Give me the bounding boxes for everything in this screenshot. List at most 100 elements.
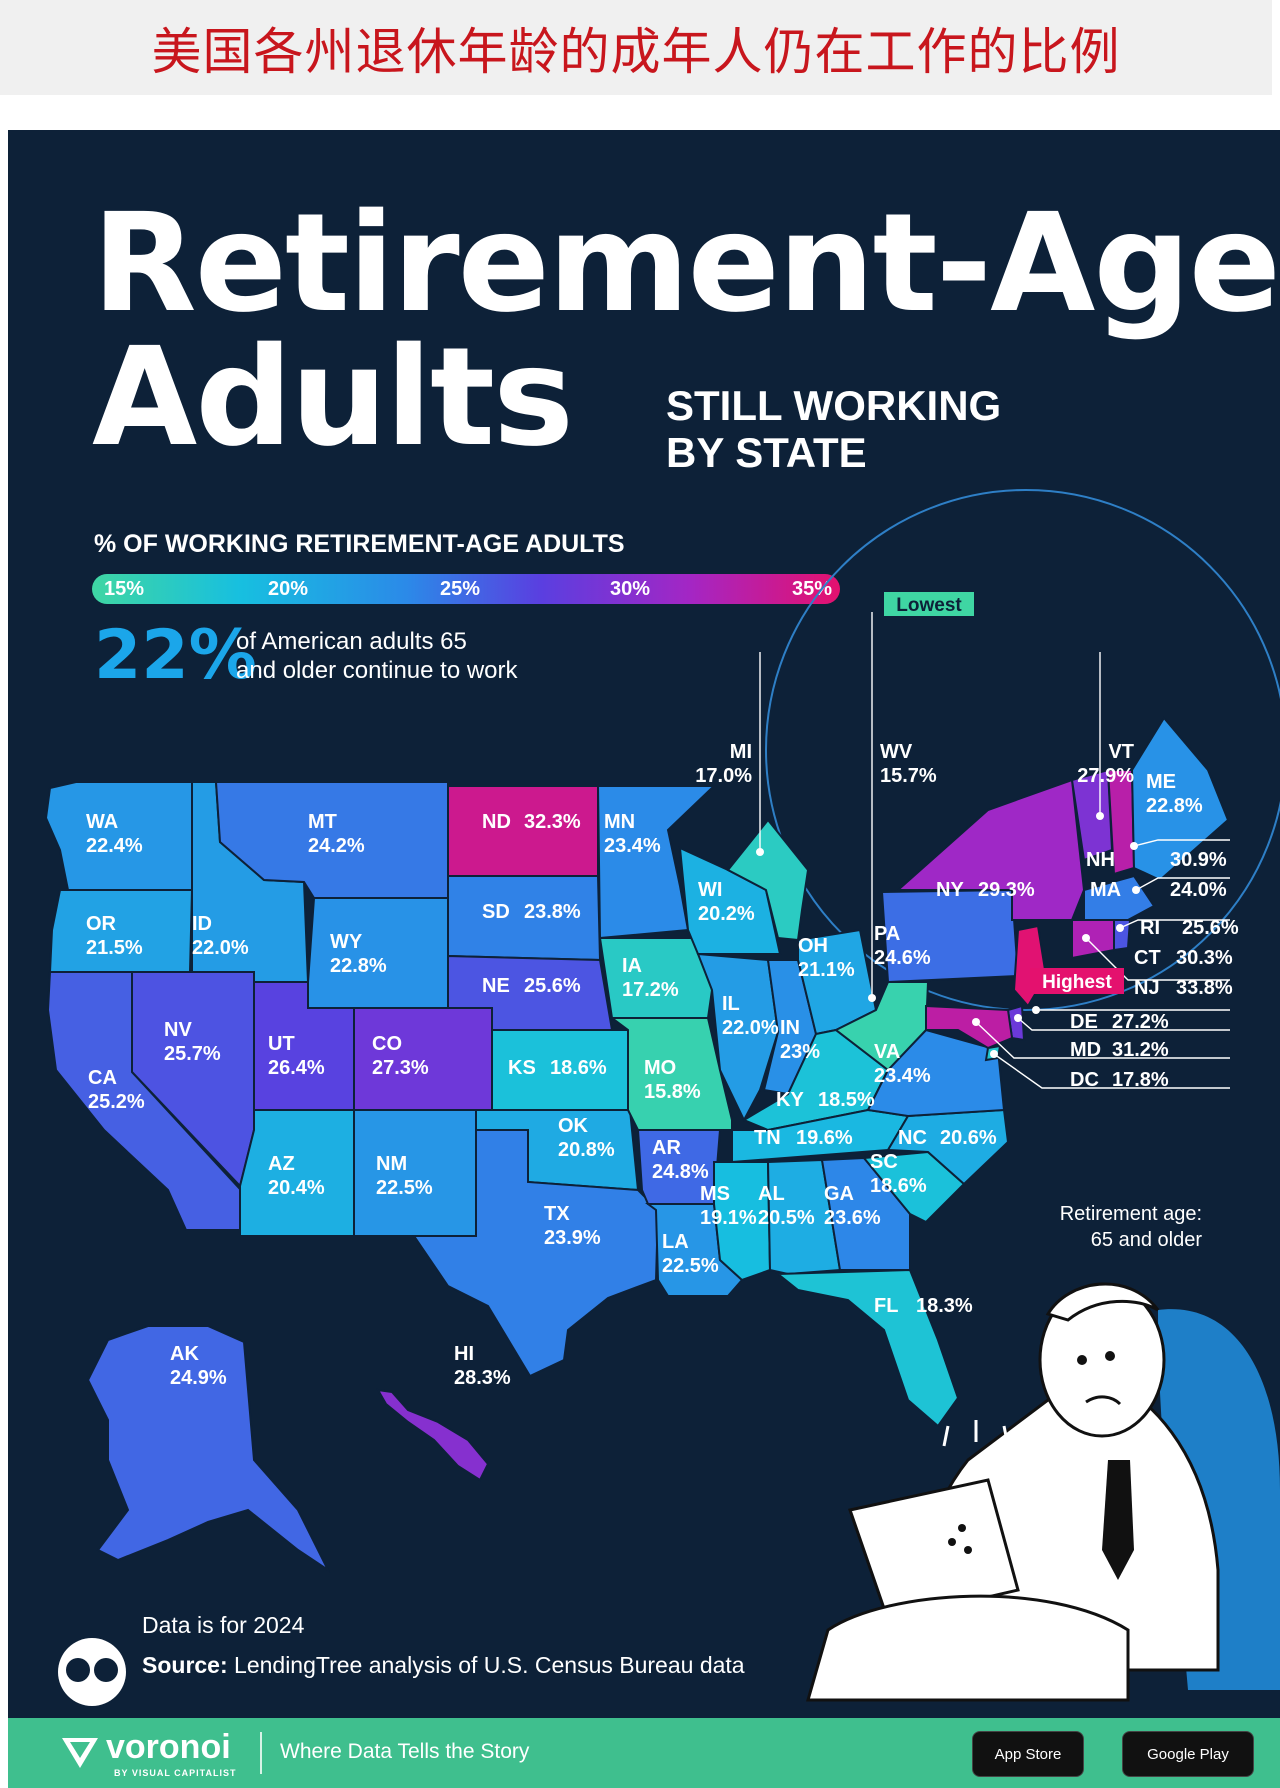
state-value-PA: 24.6% [874, 947, 931, 969]
state-value-WI: 20.2% [698, 903, 755, 925]
state-shape-WY[interactable] [307, 897, 449, 1009]
state-label-MO: MO [644, 1057, 676, 1079]
state-label-IN: IN [780, 1017, 800, 1039]
state-label-RI: RI [1140, 917, 1160, 939]
state-value-MD: 31.2% [1112, 1039, 1169, 1061]
state-value-IL: 22.0% [722, 1017, 779, 1039]
leader-line-MA [1135, 877, 1230, 891]
highest-badge: Highest [1042, 972, 1112, 993]
state-value-WV: 15.7% [880, 765, 937, 787]
state-label-FL: FL [874, 1295, 898, 1317]
worker-illustration-icon [806, 1282, 1280, 1702]
state-label-NM: NM [376, 1153, 407, 1175]
retirement-age-note-line-2: 65 and older [1091, 1229, 1203, 1251]
state-value-DE: 27.2% [1112, 1011, 1169, 1033]
source-logo-icon [58, 1638, 126, 1706]
state-label-DC: DC [1070, 1069, 1099, 1091]
leader-dot-MI [756, 848, 764, 856]
state-label-SD: SD [482, 901, 510, 923]
state-value-UT: 26.4% [268, 1057, 325, 1079]
state-value-NC: 20.6% [940, 1127, 997, 1149]
leader-dot-NH [1130, 842, 1138, 850]
state-value-NV: 25.7% [164, 1043, 221, 1065]
state-shape-MI[interactable] [726, 818, 810, 942]
state-shape-TX[interactable] [412, 1129, 660, 1378]
footer-bar: voronoi BY VISUAL CAPITALIST Where Data … [8, 1718, 1280, 1788]
state-label-MT: MT [308, 811, 337, 833]
state-shape-NY[interactable] [895, 778, 1086, 921]
lowest-badge: Lowest [896, 595, 962, 616]
state-label-OH: OH [798, 935, 828, 957]
legend-tick: 20% [268, 578, 309, 600]
national-stat-line-1: of American adults 65 [236, 628, 467, 655]
subtitle-line-2: BY STATE [666, 429, 867, 477]
state-value-NM: 22.5% [376, 1177, 433, 1199]
state-value-GA: 23.6% [824, 1207, 881, 1229]
state-value-IA: 17.2% [622, 979, 679, 1001]
state-value-TX: 23.9% [544, 1227, 601, 1249]
state-value-MN: 23.4% [604, 835, 661, 857]
chinese-title: 美国各州退休年龄的成年人仍在工作的比例 [151, 22, 1121, 81]
state-value-LA: 22.5% [662, 1255, 719, 1277]
chinese-title-band: 美国各州退休年龄的成年人仍在工作的比例 [0, 0, 1272, 95]
state-shape-FL[interactable] [775, 1268, 960, 1428]
state-value-OH: 21.1% [798, 959, 855, 981]
brand-name[interactable]: voronoi [106, 1728, 231, 1766]
leader-dot-DC [990, 1050, 998, 1058]
lowest-badge-bg [884, 592, 974, 616]
state-shape-NM[interactable] [353, 1109, 477, 1237]
state-value-NJ: 33.8% [1176, 977, 1233, 999]
state-value-SD: 23.8% [524, 901, 581, 923]
state-label-MS: MS [700, 1183, 730, 1205]
legend-tick: 35% [792, 578, 833, 600]
state-label-WA: WA [86, 811, 118, 833]
state-value-WA: 22.4% [86, 835, 143, 857]
state-value-VT: 27.9% [1077, 765, 1134, 787]
source-line: Source: LendingTree analysis of U.S. Cen… [142, 1652, 745, 1679]
google-play-button[interactable]: Google Play [1122, 1731, 1254, 1777]
source-label: Source: [142, 1652, 228, 1678]
state-shape-CT[interactable] [1071, 919, 1115, 960]
state-label-MI: MI [730, 741, 752, 763]
legend-tick: 15% [104, 578, 145, 600]
state-shape-SC[interactable] [862, 1150, 966, 1224]
state-value-OK: 20.8% [558, 1139, 615, 1161]
state-label-NH: NH [1086, 849, 1115, 871]
national-stat-text: of American adults 65 and older continue… [236, 628, 518, 686]
source-text: LendingTree analysis of U.S. Census Bure… [234, 1652, 745, 1678]
subtitle-line-1: STILL WORKING [666, 382, 1002, 429]
state-shape-HI[interactable] [376, 1388, 490, 1482]
state-label-OK: OK [558, 1115, 589, 1137]
state-value-CA: 25.2% [88, 1091, 145, 1113]
leader-dot-CT [1082, 934, 1090, 942]
tagline: Where Data Tells the Story [280, 1740, 530, 1763]
state-label-NY: NY [936, 879, 964, 901]
state-label-NV: NV [164, 1019, 192, 1041]
state-value-NE: 25.6% [524, 975, 581, 997]
leader-dot-MD [972, 1018, 980, 1026]
state-shape-OR[interactable] [48, 889, 194, 973]
state-value-DC: 17.8% [1112, 1069, 1169, 1091]
state-label-AR: AR [652, 1137, 681, 1159]
leader-dot-DE [1014, 1014, 1022, 1022]
state-shape-AK[interactable] [86, 1325, 331, 1573]
leader-line-CT [1085, 937, 1230, 981]
app-store-button[interactable]: App Store [972, 1731, 1084, 1777]
leader-line-DC [993, 1053, 1230, 1089]
state-label-UT: UT [268, 1033, 295, 1055]
state-label-AL: AL [758, 1183, 785, 1205]
state-shape-GA[interactable] [820, 1156, 911, 1271]
state-label-ND: ND [482, 811, 511, 833]
state-value-VA: 23.4% [874, 1065, 931, 1087]
state-label-CT: CT [1134, 947, 1161, 969]
state-label-MD: MD [1070, 1039, 1101, 1061]
state-value-AR: 24.8% [652, 1161, 709, 1183]
state-value-HI: 28.3% [454, 1367, 511, 1389]
state-shape-AZ[interactable] [239, 1109, 355, 1237]
footer-divider [260, 1732, 262, 1774]
state-label-PA: PA [874, 923, 900, 945]
state-label-TN: TN [754, 1127, 781, 1149]
state-value-CO: 27.3% [372, 1057, 429, 1079]
legend-color-bar [92, 574, 840, 604]
state-shape-IA[interactable] [598, 937, 714, 1019]
